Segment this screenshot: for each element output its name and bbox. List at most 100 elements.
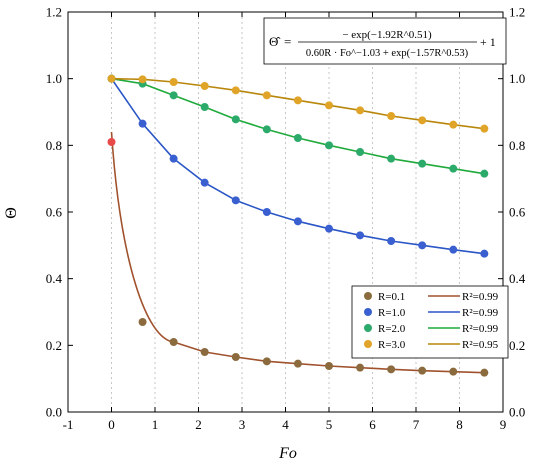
legend-marker <box>364 324 372 332</box>
svg-text:=: = <box>284 34 291 49</box>
legend-marker <box>364 340 372 348</box>
data-point <box>138 119 147 128</box>
data-point <box>262 357 271 366</box>
data-point <box>449 245 458 254</box>
y-tick-label-right: 0.4 <box>509 271 526 286</box>
data-point <box>231 86 240 95</box>
data-point <box>480 249 489 258</box>
equation-denominator: 0.60R · Fo^−1.03 + exp(−1.57R^0.53) <box>306 48 469 59</box>
equation-numerator: − exp(−1.92R^0.51) <box>342 29 432 41</box>
data-points <box>107 74 489 377</box>
data-point <box>293 96 302 105</box>
equation-lhs: Θ̂ <box>269 34 281 49</box>
y-tick-label: 1.2 <box>46 5 62 20</box>
legend-fit-label: R²=0.95 <box>462 339 499 351</box>
data-point <box>200 103 209 111</box>
legend-marker <box>364 308 372 316</box>
legend-series-label: R=1.0 <box>378 307 406 319</box>
data-point <box>169 78 178 86</box>
data-point <box>169 91 178 100</box>
y-tick-label: 1.0 <box>46 71 62 86</box>
grid <box>111 12 460 412</box>
y-axis-title: Θ <box>3 207 20 219</box>
data-point <box>387 237 396 245</box>
legend-series-label: R=0.1 <box>378 291 405 303</box>
x-tick-label: -1 <box>63 417 74 432</box>
data-point <box>138 75 147 84</box>
data-point <box>107 138 116 146</box>
data-point <box>356 231 365 240</box>
data-point <box>138 318 147 326</box>
y-tick-label-right: 0.8 <box>509 138 525 153</box>
data-point <box>293 359 302 368</box>
y-tick-label: 0.0 <box>46 405 62 420</box>
legend-fit-label: R²=0.99 <box>462 307 499 319</box>
data-point <box>200 82 209 90</box>
data-point <box>356 106 365 115</box>
axes: -1 0 1 2 3 4 5 6 7 8 90.0 0.00.2 0.20.4 0.40.6 0.60.8 0… <box>46 5 526 433</box>
equation-suffix: + 1 <box>480 35 496 49</box>
legend-marker <box>364 292 372 300</box>
data-point <box>387 365 396 374</box>
x-tick-label: 1 <box>152 417 159 432</box>
data-point <box>418 241 427 250</box>
data-point <box>480 368 489 377</box>
data-point <box>262 125 271 134</box>
y-tick-label-right: 0.0 <box>509 405 525 420</box>
data-point <box>449 120 458 129</box>
data-point <box>231 353 240 361</box>
legend-series-label: R=3.0 <box>378 339 406 351</box>
x-tick-label: 4 <box>282 417 289 432</box>
y-tick-label: 0.4 <box>46 271 63 286</box>
x-tick-label: 8 <box>456 417 463 432</box>
legend: R=0.1 R²=0.99 R=1.0 R²=0.99 R=2.0 R²=0.99 R=3.… <box>351 285 509 359</box>
data-point <box>387 112 396 120</box>
data-point <box>231 196 240 205</box>
x-tick-label: 5 <box>326 417 333 432</box>
data-point <box>293 134 302 142</box>
y-tick-label-right: 0.2 <box>509 338 525 353</box>
y-tick-label-right: 1.0 <box>509 71 525 86</box>
data-point <box>325 224 333 233</box>
data-point <box>418 116 427 125</box>
y-tick-label: 0.2 <box>46 338 62 353</box>
data-point <box>325 141 333 150</box>
data-point <box>200 348 209 356</box>
x-axis-title: Fo <box>278 445 297 462</box>
equation-box: Θ̂ = − exp(−1.92R^0.51) 0.60R · Fo^−1.03… <box>263 17 507 65</box>
data-point <box>169 338 178 346</box>
data-point <box>325 362 333 370</box>
legend-series-label: R=2.0 <box>378 323 406 335</box>
legend-fit-label: R²=0.99 <box>462 291 499 303</box>
fit-line-0.1 <box>110 131 485 374</box>
data-point <box>107 74 116 83</box>
legend-fit-label: R²=0.99 <box>462 323 499 335</box>
data-point <box>449 367 458 376</box>
data-point <box>325 101 333 110</box>
data-point <box>387 154 396 163</box>
x-tick-label: 7 <box>413 417 420 432</box>
data-point <box>231 115 240 124</box>
data-point <box>418 366 427 375</box>
x-tick-label: 3 <box>239 417 246 432</box>
x-tick-label: 9 <box>500 417 507 432</box>
y-tick-label: 0.8 <box>46 138 62 153</box>
x-tick-label: 2 <box>195 417 202 432</box>
x-tick-label: 0 <box>108 417 115 432</box>
x-tick-label: 6 <box>369 417 376 432</box>
data-point <box>356 148 365 156</box>
data-point <box>418 159 427 168</box>
y-tick-label-right: 1.2 <box>509 5 525 20</box>
data-point <box>262 91 271 100</box>
data-point <box>200 178 209 187</box>
data-point <box>262 208 271 216</box>
data-point <box>449 164 458 173</box>
data-point <box>293 217 302 226</box>
y-tick-label: 0.6 <box>46 205 63 220</box>
data-point <box>356 363 365 372</box>
data-point <box>480 169 489 178</box>
data-point <box>480 124 489 133</box>
y-tick-label-right: 0.6 <box>509 205 526 220</box>
data-point <box>169 154 178 163</box>
